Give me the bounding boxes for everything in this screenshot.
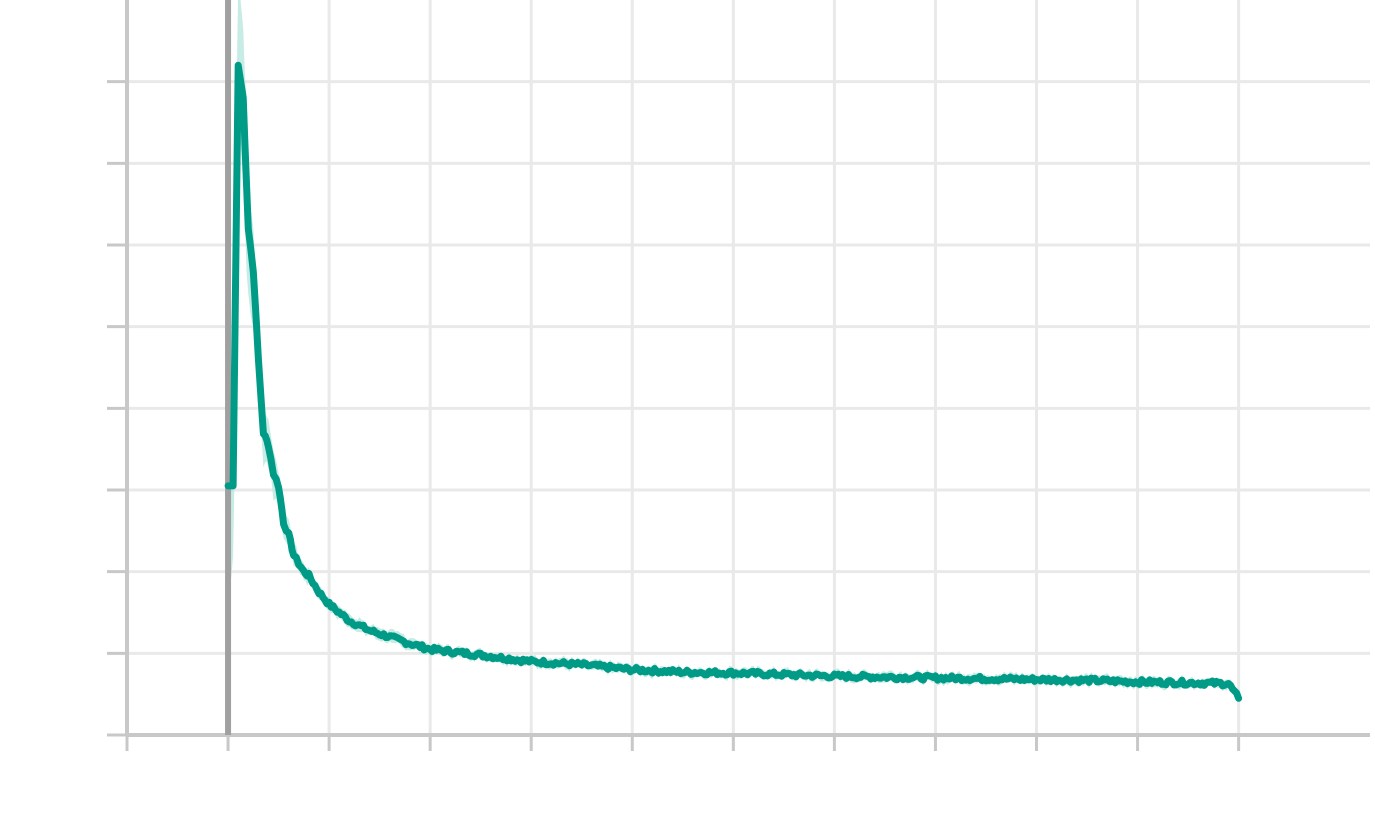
series-line xyxy=(224,61,1243,702)
chart-axes xyxy=(107,0,1370,751)
series-lines xyxy=(224,61,1243,702)
chart-grid xyxy=(125,0,1370,737)
